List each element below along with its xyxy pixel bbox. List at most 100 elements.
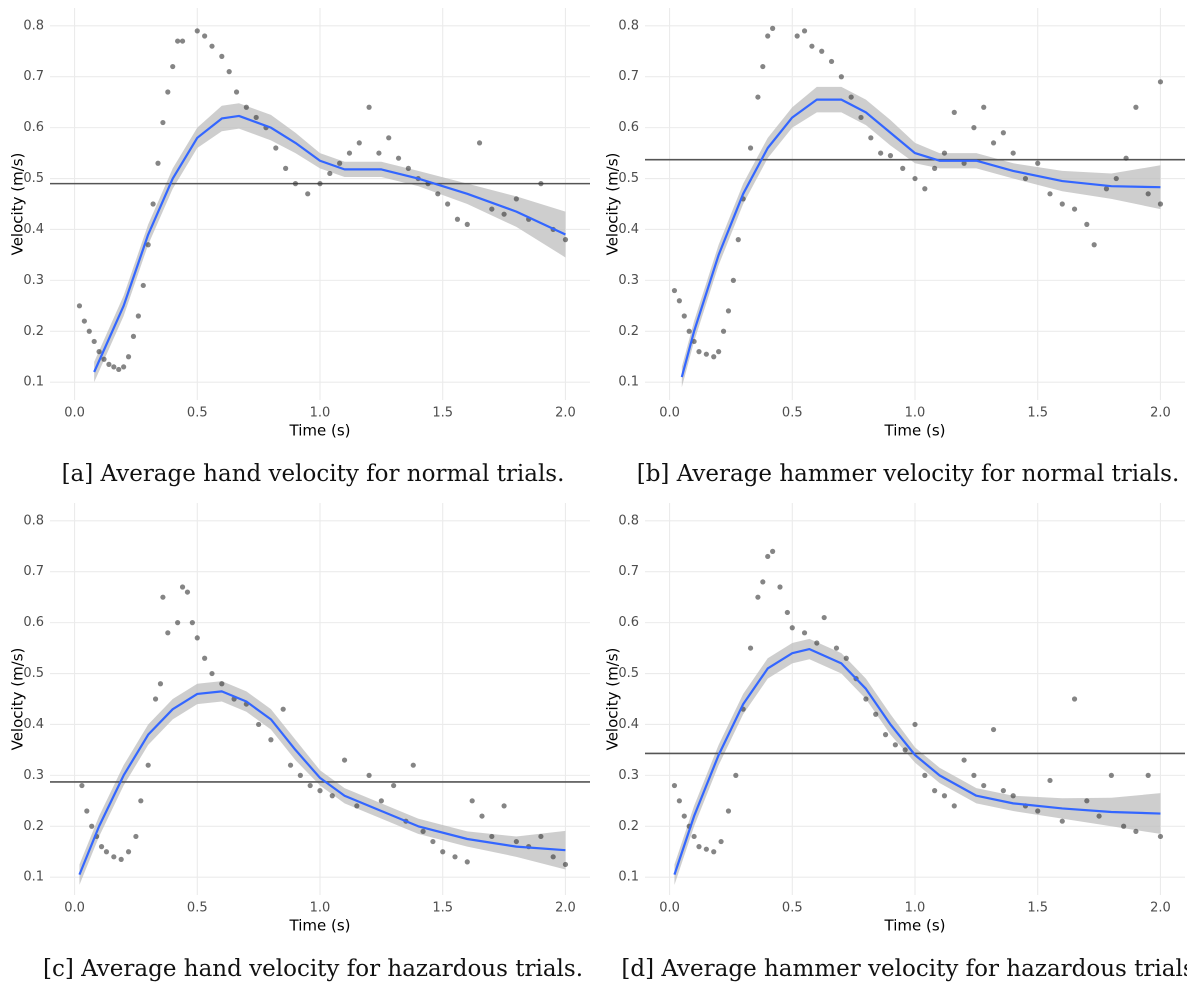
data-point — [395, 155, 402, 161]
data-point — [341, 757, 348, 763]
caption: [b] Average hammer velocity for normal t… — [637, 461, 1180, 487]
y-tick-label: 0.2 — [618, 819, 639, 834]
y-tick-label: 0.7 — [23, 564, 44, 579]
data-point — [819, 48, 825, 54]
y-tick-label: 0.7 — [618, 69, 639, 84]
data-point — [307, 782, 313, 789]
data-point — [696, 349, 702, 355]
data-point — [305, 191, 311, 197]
data-point — [1096, 813, 1102, 819]
x-tick-label: 2.0 — [1150, 901, 1171, 916]
panel: 0.1 0.2 0.3 0.4 0.5 0.6 0.7 0.8 0.0 0.5 1.0 1.5 2.0 T… — [9, 8, 590, 487]
data-point — [981, 782, 987, 789]
data-point — [184, 589, 191, 595]
data-point — [1084, 798, 1090, 804]
data-point — [96, 349, 102, 355]
data-point — [116, 366, 122, 373]
caption: [d] Average hammer velocity for hazardou… — [621, 956, 1187, 982]
data-point — [121, 364, 127, 370]
data-point — [157, 681, 164, 687]
data-point — [538, 833, 544, 840]
data-point — [1157, 833, 1164, 840]
data-point — [420, 828, 426, 834]
data-point — [887, 153, 894, 159]
x-tick-label: 1.0 — [905, 901, 926, 916]
data-point — [81, 318, 87, 324]
y-tick-label: 0.4 — [23, 717, 44, 732]
y-tick-label: 0.6 — [23, 615, 44, 630]
data-point — [106, 361, 112, 367]
data-point — [838, 74, 844, 80]
y-tick-label: 0.4 — [618, 222, 639, 237]
y-tick-label: 0.6 — [618, 615, 639, 630]
y-tick-label: 0.1 — [23, 870, 44, 885]
data-point — [765, 553, 771, 560]
y-tick-label: 0.3 — [618, 768, 639, 783]
data-point — [125, 849, 132, 855]
data-point — [789, 625, 795, 631]
data-point — [111, 854, 117, 860]
data-point — [179, 38, 186, 44]
data-point — [1000, 130, 1006, 136]
x-tick-label: 2.0 — [555, 406, 576, 421]
data-point — [150, 201, 156, 207]
data-point — [513, 196, 519, 202]
y-tick-label: 0.6 — [618, 120, 639, 135]
y-axis-title: Velocity (m/s) — [9, 153, 27, 256]
data-point — [1133, 828, 1139, 834]
data-point — [287, 762, 294, 768]
y-tick-label: 0.8 — [23, 18, 44, 33]
data-point — [671, 287, 678, 294]
data-point — [103, 849, 110, 855]
data-point — [346, 150, 353, 156]
data-point — [98, 844, 105, 850]
confidence-band — [681, 86, 1161, 388]
data-point — [1059, 201, 1065, 207]
data-point — [828, 58, 835, 65]
data-point — [1157, 79, 1164, 85]
y-tick-label: 0.7 — [618, 564, 639, 579]
x-axis-title: Time (s) — [289, 422, 351, 440]
y-tick-label: 0.5 — [23, 171, 44, 186]
data-point — [1145, 772, 1151, 778]
data-point — [189, 620, 195, 626]
y-tick-label: 0.1 — [23, 375, 44, 390]
x-tick-label: 0.5 — [187, 901, 208, 916]
smooth-line — [680, 98, 1161, 378]
data-point — [76, 303, 83, 309]
data-point — [329, 793, 335, 799]
data-point — [1071, 206, 1078, 212]
data-point — [86, 328, 92, 334]
data-point — [1010, 150, 1016, 156]
data-point — [922, 186, 928, 192]
data-point — [145, 762, 151, 768]
x-tick-label: 0.0 — [64, 901, 85, 916]
data-point — [378, 798, 384, 804]
confidence-band — [79, 681, 566, 885]
data-point — [145, 242, 151, 248]
data-point — [863, 696, 869, 702]
data-point — [1123, 155, 1129, 161]
data-point — [711, 354, 717, 360]
y-tick-label: 0.1 — [618, 375, 639, 390]
data-point — [464, 221, 470, 227]
data-point — [770, 548, 776, 554]
data-point — [1047, 191, 1053, 197]
data-point — [760, 579, 766, 585]
data-point — [868, 135, 874, 141]
data-point — [676, 798, 682, 804]
data-point — [130, 333, 137, 339]
y-tick-label: 0.7 — [23, 69, 44, 84]
data-point — [165, 630, 171, 636]
data-point — [354, 803, 360, 809]
data-point — [194, 28, 200, 34]
data-point — [297, 772, 303, 778]
y-tick-label: 0.3 — [23, 273, 44, 288]
confidence-band — [94, 103, 566, 383]
data-point — [981, 104, 987, 110]
data-point — [253, 114, 259, 121]
data-point — [101, 356, 107, 362]
data-point — [366, 772, 372, 778]
x-tick-label: 1.5 — [432, 901, 453, 916]
data-point — [932, 788, 938, 794]
